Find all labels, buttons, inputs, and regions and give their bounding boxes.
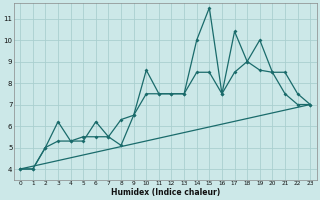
X-axis label: Humidex (Indice chaleur): Humidex (Indice chaleur) (111, 188, 220, 197)
